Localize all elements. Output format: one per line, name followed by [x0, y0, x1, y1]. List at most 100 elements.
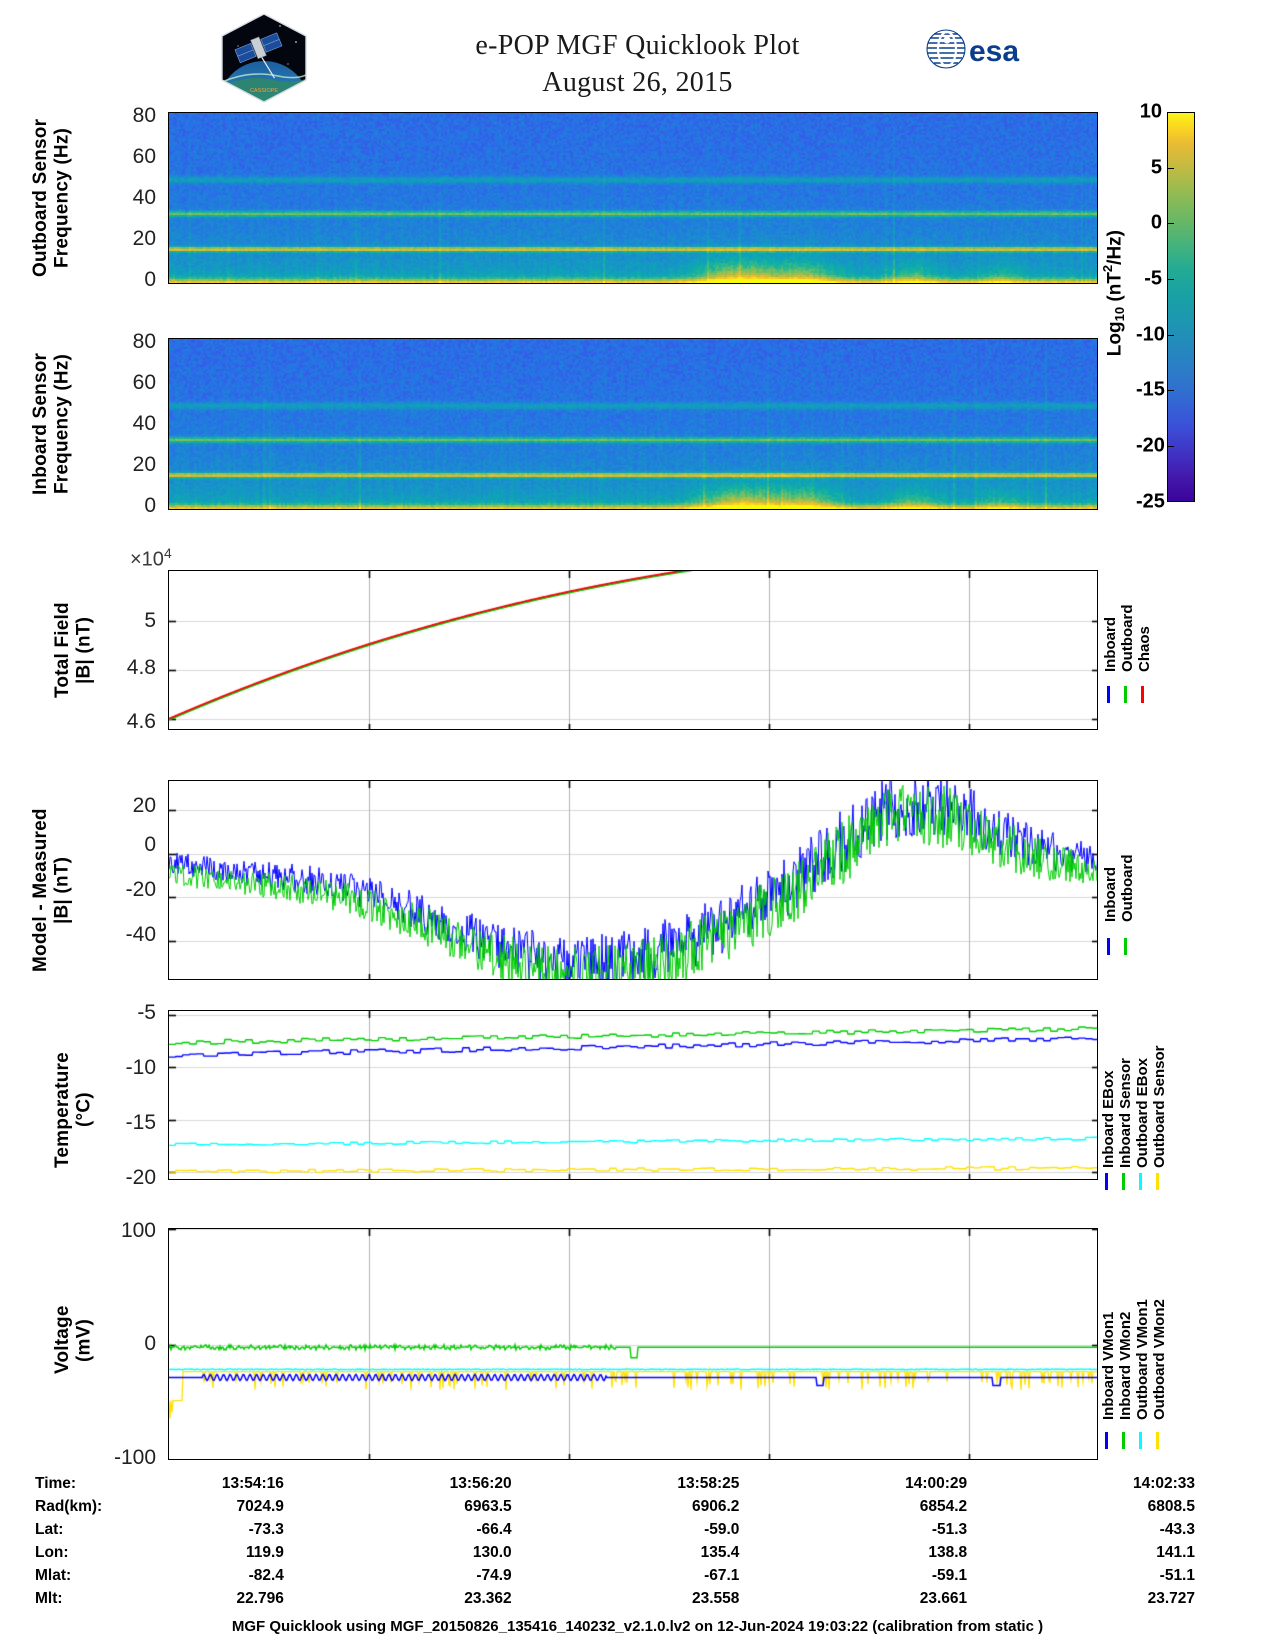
cell-2-2: -59.0 [704, 1520, 740, 1538]
legend-label-inboard: Inboard [1102, 867, 1119, 922]
temperature-legend: Inboard EBox Inboard Sensor Outboard EBo… [1098, 1010, 1178, 1190]
cell-0-2: 13:58:25 [677, 1474, 740, 1492]
legend-label-inboard-sensor: Inboard Sensor [1117, 1057, 1134, 1168]
cell-4-3: -59.1 [931, 1566, 968, 1584]
esa-logo-text: esa [969, 35, 1019, 68]
legend-swatch-inboard [1107, 686, 1110, 703]
colorbar-tick-10: 10 [1139, 100, 1162, 123]
cell-1-2: 6906.2 [692, 1497, 740, 1515]
legend-label-inboard-ebox: Inboard EBox [1100, 1070, 1117, 1168]
legend-swatch-inboard [1107, 938, 1110, 955]
legend-label-outboard-vmon1: Outboard VMon1 [1134, 1299, 1151, 1420]
row-label: Lon: [35, 1543, 69, 1561]
colorbar-tick-m20: -20 [1136, 434, 1165, 457]
model-measured-yaxis: 20 0 -20 -40 [125, 794, 156, 946]
inboard-spectrogram-yaxis: 80 60 40 20 0 [132, 330, 156, 517]
cell-3-4: 141.1 [1156, 1543, 1195, 1561]
cell-2-1: -66.4 [476, 1520, 512, 1538]
cell-5-2: 23.558 [692, 1589, 740, 1607]
cell-5-0: 22.796 [236, 1589, 284, 1607]
legend-label-inboard: Inboard [1102, 617, 1119, 672]
legend-swatch-inboard-sensor [1122, 1173, 1125, 1190]
table-row: Lon: 119.9 130.0 135.4 138.8 141.1 [35, 1541, 1195, 1564]
outboard-spectrogram-ylabel: Outboard Sensor Frequency (Hz) [30, 118, 73, 278]
cell-2-0: -73.3 [248, 1520, 284, 1538]
cell-3-1: 130.0 [472, 1543, 512, 1561]
table-row: Lat: -73.3 -66.4 -59.0 -51.3 -43.3 [35, 1518, 1195, 1541]
temperature-yaxis: -5 -10 -15 -20 [125, 1001, 156, 1189]
cell-4-4: -51.1 [1159, 1566, 1195, 1584]
colorbar-tick-m25: -25 [1136, 490, 1165, 513]
colorbar-tick-0: 0 [1150, 211, 1162, 234]
cell-5-3: 23.661 [919, 1589, 968, 1607]
legend-swatch-inboard-vmon2 [1122, 1432, 1125, 1449]
cell-0-0: 13:54:16 [221, 1474, 284, 1492]
colorbar-tick-m5: -5 [1144, 267, 1162, 290]
outboard-spectrogram-yaxis: 80 60 40 20 0 [132, 104, 156, 291]
cell-4-0: -82.4 [248, 1566, 284, 1584]
row-label: Mlt: [35, 1589, 63, 1607]
legend-swatch-outboard [1124, 938, 1127, 955]
table-row: Mlat: -82.4 -74.9 -67.1 -59.1 -51.1 [35, 1564, 1195, 1587]
colorbar-tick-5: 5 [1150, 156, 1162, 179]
legend-label-outboard-vmon2: Outboard VMon2 [1151, 1299, 1168, 1420]
model-measured-ylabel: Model - Measured |B| (nT) [30, 808, 73, 972]
legend-swatch-chaos [1141, 686, 1144, 703]
total-field-exponent: ×104 [130, 545, 172, 571]
legend-swatch-outboard-vmon2 [1156, 1432, 1159, 1449]
voltage-yaxis: 100 0 -100 [113, 1219, 156, 1469]
inboard-spectrogram-ylabel: Inboard Sensor Frequency (Hz) [30, 352, 73, 496]
cell-2-3: -51.3 [931, 1520, 968, 1538]
colorbar-label: Log10 (nT2/Hz) [1100, 230, 1128, 357]
cassiope-logo-icon: CASSIOPE [221, 13, 307, 103]
cell-2-4: -43.3 [1159, 1520, 1195, 1538]
table-row: Mlt: 22.796 23.362 23.558 23.661 23.727 [35, 1587, 1195, 1610]
total-field-plot [168, 570, 1098, 730]
colorbar [1167, 112, 1195, 502]
cell-1-4: 6808.5 [1147, 1497, 1195, 1515]
total-field-ylabel: Total Field |B| (nT) [52, 602, 95, 698]
total-field-legend: Inboard Outboard Chaos [1100, 560, 1168, 720]
cell-5-1: 23.362 [464, 1589, 512, 1607]
cell-0-3: 14:00:29 [905, 1474, 968, 1492]
legend-label-inboard-vmon2: Inboard VMon2 [1117, 1311, 1134, 1420]
table-row: Time: 13:54:16 13:56:20 13:58:25 14:00:29 14:… [35, 1472, 1195, 1495]
cell-4-2: -67.1 [704, 1566, 740, 1584]
legend-label-outboard: Outboard [1119, 854, 1136, 923]
row-label: Lat: [35, 1520, 64, 1538]
cell-0-1: 13:56:20 [449, 1474, 512, 1492]
voltage-plot [168, 1228, 1098, 1460]
cell-4-1: -74.9 [476, 1566, 512, 1584]
row-label: Mlat: [35, 1566, 72, 1584]
row-label: Time: [35, 1474, 77, 1492]
cell-3-2: 135.4 [700, 1543, 740, 1561]
esa-logo-icon: esa [926, 29, 1019, 69]
legend-label-chaos: Chaos [1136, 626, 1153, 672]
ephemeris-table: Time: 13:54:16 13:56:20 13:58:25 14:00:29 14:… [0, 1472, 1275, 1610]
cassiope-logo-text: CASSIOPE [250, 88, 278, 94]
voltage-ylabel: Voltage (mV) [52, 1305, 95, 1375]
page-header: CASSIOPE e-POP MGF Quicklook Plot August… [0, 0, 1275, 112]
cell-3-0: 119.9 [245, 1543, 284, 1561]
model-measured-plot [168, 780, 1098, 980]
legend-swatch-outboard-ebox [1139, 1173, 1142, 1190]
legend-swatch-outboard-sensor [1156, 1173, 1159, 1190]
cell-1-0: 7024.9 [236, 1497, 284, 1515]
table-row: Rad(km): 7024.9 6963.5 6906.2 6854.2 6808.5 [35, 1495, 1195, 1518]
outboard-spectrogram-plot [168, 112, 1098, 284]
colorbar-tick-m15: -15 [1136, 378, 1165, 401]
legend-swatch-outboard [1124, 686, 1127, 703]
voltage-legend: Inboard VMon1 Inboard VMon2 Outboard VMo… [1098, 1250, 1178, 1450]
cell-5-4: 23.727 [1147, 1589, 1195, 1607]
cell-3-3: 138.8 [928, 1543, 968, 1561]
cell-0-4: 14:02:33 [1132, 1474, 1195, 1492]
title-line-2: August 26, 2015 [542, 66, 733, 98]
total-field-yaxis: 5 4.8 4.6 [126, 609, 156, 733]
temperature-plot [168, 1010, 1098, 1180]
row-label: Rad(km): [35, 1497, 103, 1515]
footer-text: MGF Quicklook using MGF_20150826_135416_… [231, 1618, 1044, 1635]
legend-label-outboard-ebox: Outboard EBox [1134, 1057, 1151, 1168]
legend-label-outboard-sensor: Outboard Sensor [1151, 1045, 1168, 1168]
legend-label-outboard: Outboard [1119, 604, 1136, 673]
page-title: e-POP MGF Quicklook Plot August 26, 2015 [0, 28, 1275, 102]
